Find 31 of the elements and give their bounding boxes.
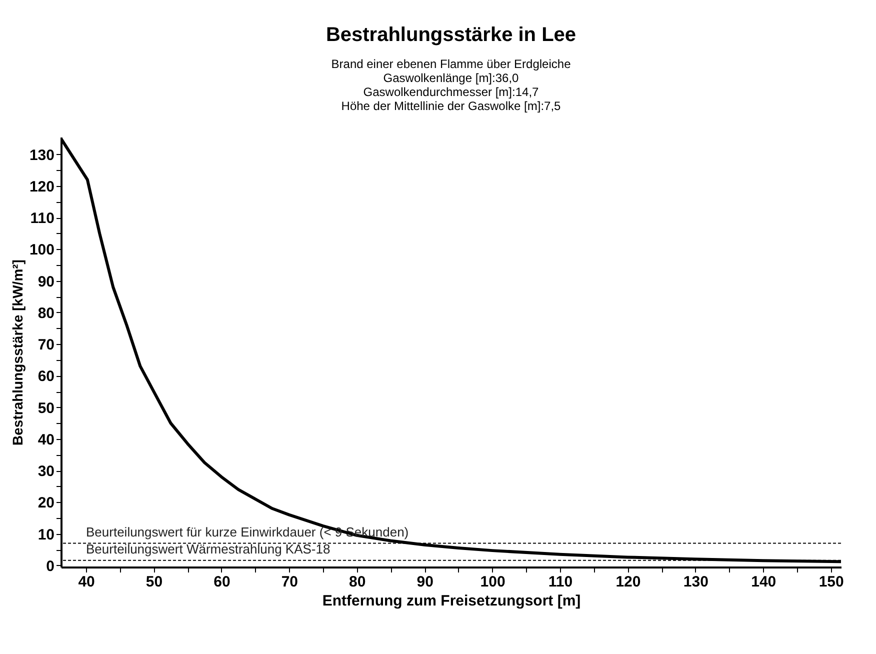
y-tick-label: 10	[38, 526, 54, 544]
x-tick-label: 150	[818, 574, 844, 590]
y-tick-label: 70	[38, 336, 54, 354]
chart-title: Bestrahlungsstärke in Lee	[326, 24, 576, 46]
x-tick-label: 130	[683, 574, 708, 590]
x-tick-label: 60	[214, 574, 230, 590]
x-tick-label: 40	[78, 574, 95, 590]
x-tick-label: 120	[616, 574, 641, 590]
x-axis-title: Entfernung zum Freisetzungsort [m]	[322, 592, 581, 610]
y-tick-label: 120	[29, 178, 54, 196]
y-tick-label: 60	[38, 368, 54, 386]
y-tick-label: 100	[29, 242, 54, 259]
x-tick-label: 110	[548, 574, 573, 590]
y-tick-label: 110	[30, 210, 54, 228]
x-tick-label: 100	[480, 574, 506, 590]
y-tick-label: 30	[38, 463, 54, 480]
y-tick-label: 0	[46, 558, 54, 575]
ref-line-label: Beurteilungswert Wärmestrahlung KAS-18	[86, 541, 330, 556]
x-tick-label: 50	[146, 574, 163, 590]
y-axis-title: Bestrahlungsstärke [kW/m²]	[9, 260, 26, 446]
x-tick-label: 90	[416, 574, 434, 590]
y-tick-label: 40	[38, 431, 54, 448]
y-tick-label: 50	[38, 400, 54, 417]
y-tick-label: 130	[29, 146, 54, 164]
y-tick-label: 80	[38, 304, 54, 322]
x-tick-label: 70	[281, 574, 298, 590]
x-tick-label: 80	[349, 574, 366, 590]
chart-subtitle: Brand einer ebenen Flamme über Erdgleiche Gaswolkenlänge [m]:36,0 Gaswolkendurchmesser [m]:14,7 Höhe der Mittellinie der Gaswolke [m]:7,5	[331, 57, 572, 113]
y-tick-label: 90	[38, 273, 54, 290]
x-tick-label: 140	[751, 574, 776, 590]
y-tick-label: 20	[38, 494, 54, 512]
